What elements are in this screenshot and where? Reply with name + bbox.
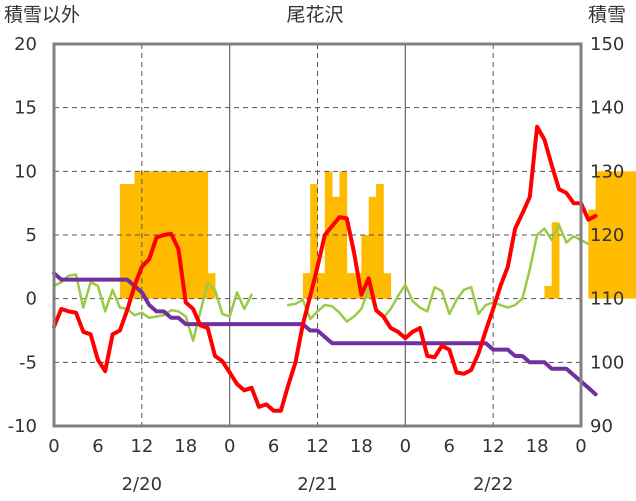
x-tick-label: 6 bbox=[444, 436, 455, 457]
x-tick-label: 12 bbox=[306, 436, 329, 457]
x-tick-label: 0 bbox=[224, 436, 235, 457]
series-lines bbox=[52, 124, 598, 413]
snowfall-bar bbox=[302, 273, 311, 299]
snow-depth-line bbox=[52, 271, 598, 397]
x-tick-label: 18 bbox=[174, 436, 197, 457]
y-axis-left-label: 積雪以外 bbox=[4, 4, 80, 26]
y-tick-label-right: 100 bbox=[590, 352, 624, 373]
snowfall-bar bbox=[332, 196, 340, 299]
snowfall-bar bbox=[588, 209, 597, 299]
snowfall-bar bbox=[346, 273, 355, 299]
y-tick-label-left: 10 bbox=[14, 161, 37, 182]
plot-frame bbox=[52, 42, 583, 428]
x-tick-label: 0 bbox=[575, 436, 586, 457]
x-tick-label: 6 bbox=[92, 436, 103, 457]
snowfall-bar bbox=[193, 171, 201, 299]
x-tick-label: 6 bbox=[268, 436, 279, 457]
x-tick-label: 12 bbox=[130, 436, 153, 457]
date-label: 2/22 bbox=[473, 474, 513, 495]
wind-line bbox=[286, 223, 590, 323]
y-tick-label-right: 90 bbox=[590, 416, 613, 437]
snowfall-bar bbox=[632, 171, 636, 299]
wind-line bbox=[52, 273, 253, 342]
x-tick-label: 18 bbox=[350, 436, 373, 457]
y-tick-label-left: 0 bbox=[26, 289, 37, 310]
snowfall-bar bbox=[610, 171, 618, 299]
x-tick-label: 18 bbox=[526, 436, 549, 457]
chart-title: 尾花沢 bbox=[286, 4, 343, 26]
y-tick-label-left: -10 bbox=[8, 416, 37, 437]
snowfall-bar bbox=[617, 171, 626, 299]
snowfall-bar bbox=[595, 171, 604, 299]
snowfall-bar bbox=[602, 171, 611, 299]
y-tick-label-left: 20 bbox=[14, 34, 37, 55]
y-tick-label-right: 120 bbox=[590, 225, 624, 246]
y-tick-label-right: 140 bbox=[590, 98, 624, 119]
snowfall-bar bbox=[317, 273, 326, 299]
snowfall-bar bbox=[119, 184, 128, 299]
temperature-line bbox=[52, 124, 598, 413]
snowfall-bar bbox=[127, 184, 135, 299]
y-tick-label-left: 15 bbox=[14, 98, 37, 119]
snowfall-bar bbox=[551, 222, 560, 299]
y-axis-right-label: 積雪 bbox=[588, 4, 626, 26]
x-tick-label: 12 bbox=[482, 436, 505, 457]
snowfall-bar bbox=[310, 184, 318, 299]
y-tick-label-left: -5 bbox=[19, 352, 37, 373]
y-tick-label-right: 130 bbox=[590, 161, 624, 182]
snowfall-bar bbox=[544, 285, 553, 299]
date-label: 2/21 bbox=[297, 474, 337, 495]
grid bbox=[54, 44, 581, 426]
y-tick-label-right: 150 bbox=[590, 34, 624, 55]
date-label: 2/20 bbox=[122, 474, 162, 495]
y-tick-label-right: 110 bbox=[590, 289, 624, 310]
snowfall-bar bbox=[624, 171, 633, 299]
x-tick-label: 0 bbox=[48, 436, 59, 457]
snowfall-bar bbox=[376, 184, 384, 299]
x-tick-label: 0 bbox=[400, 436, 411, 457]
snowfall-bar bbox=[200, 171, 209, 299]
snowfall-bar bbox=[361, 235, 370, 299]
snowfall-bar bbox=[368, 196, 377, 299]
snowfall-bar bbox=[383, 273, 392, 299]
y-tick-label-left: 5 bbox=[26, 225, 37, 246]
